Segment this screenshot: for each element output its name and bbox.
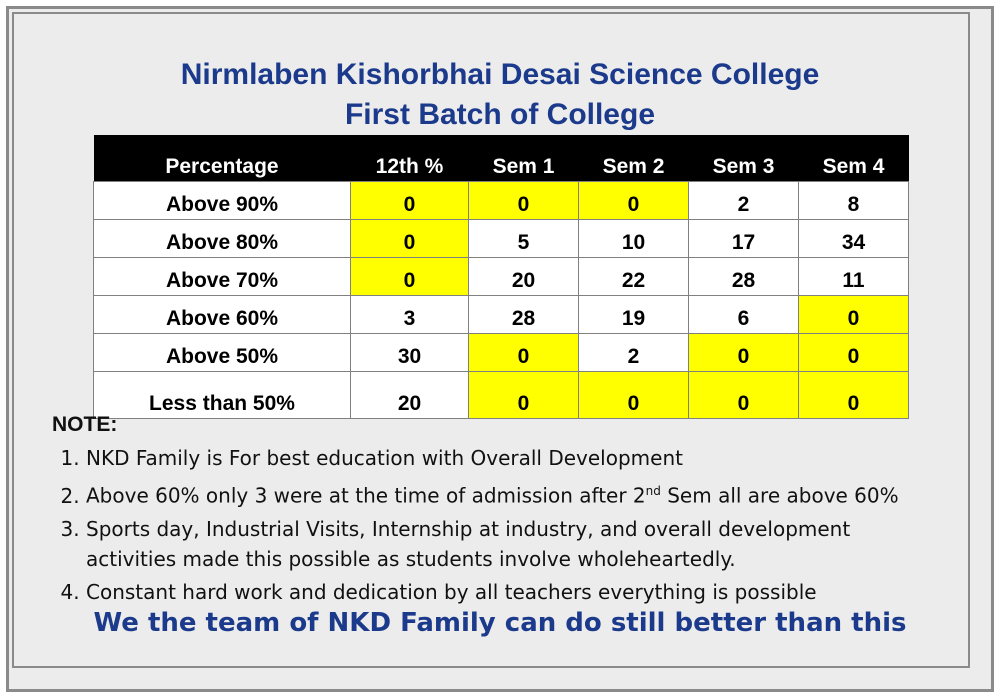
header-sem4: Sem 4 (798, 135, 909, 182)
table-cell: 6 (688, 295, 799, 334)
row-label: Above 90% (93, 181, 351, 220)
header-sem2: Sem 2 (578, 135, 689, 182)
table-cell: 11 (798, 257, 909, 296)
note-2-text-before: Above 60% only 3 were at the time of adm… (86, 483, 646, 508)
table-cell: 8 (798, 181, 909, 220)
header-sem3: Sem 3 (688, 135, 799, 182)
table-cell: 34 (798, 219, 909, 258)
table-cell: 28 (688, 257, 799, 296)
table-row: Above 90% 0 0 0 2 8 (93, 181, 909, 220)
row-label: Above 60% (93, 295, 351, 334)
table-row: Above 70% 0 20 22 28 11 (93, 257, 909, 296)
table-cell: 0 (468, 371, 579, 419)
table-cell: 0 (798, 371, 909, 419)
table-cell: 5 (468, 219, 579, 258)
row-label: Above 80% (93, 219, 351, 258)
table-cell: 0 (798, 333, 909, 372)
row-label: Above 70% (93, 257, 351, 296)
table-cell: 19 (578, 295, 689, 334)
table-cell: 0 (798, 295, 909, 334)
row-label: Above 50% (93, 333, 351, 372)
notes-section: NOTE: NKD Family is For best education w… (52, 413, 992, 610)
table-header-row: Percentage 12th % Sem 1 Sem 2 Sem 3 Sem … (93, 135, 909, 182)
table-cell: 0 (688, 333, 799, 372)
table-row: Less than 50% 20 0 0 0 0 (93, 371, 909, 419)
table-row: Above 80% 0 5 10 17 34 (93, 219, 909, 258)
table-cell: 10 (578, 219, 689, 258)
note-item-2: Above 60% only 3 were at the time of adm… (86, 476, 992, 511)
note-1-text: NKD Family is For best education with Ov… (86, 446, 683, 470)
header-sem1: Sem 1 (468, 135, 579, 182)
table-cell: 0 (350, 257, 469, 296)
table-cell: 30 (350, 333, 469, 372)
header-12th: 12th % (350, 135, 469, 182)
note-item-1: NKD Family is For best education with Ov… (86, 443, 992, 473)
table-cell: 22 (578, 257, 689, 296)
table-cell: 0 (578, 371, 689, 419)
table-cell: 2 (578, 333, 689, 372)
note-item-3: Sports day, Industrial Visits, Internshi… (86, 514, 992, 574)
batch-subtitle: First Batch of College (344, 98, 656, 131)
notes-heading: NOTE: (52, 413, 118, 436)
table-cell: 3 (350, 295, 469, 334)
table-cell: 0 (578, 181, 689, 220)
note-2-text-after: Sem all are above 60% (660, 483, 899, 508)
table-row: Above 60% 3 28 19 6 0 (93, 295, 909, 334)
college-title: Nirmlaben Kishorbhai Desai Science Colle… (180, 58, 820, 91)
table-cell: 0 (350, 219, 469, 258)
table-cell: 0 (468, 181, 579, 220)
table-cell: 20 (350, 371, 469, 419)
table-cell: 0 (468, 333, 579, 372)
row-label: Less than 50% (93, 371, 351, 419)
note-3-line-2: activities made this possible as student… (86, 546, 736, 571)
notes-list: NKD Family is For best education with Ov… (52, 443, 992, 607)
table-row: Above 50% 30 0 2 0 0 (93, 333, 909, 372)
note-item-4: Constant hard work and dedication by all… (86, 577, 992, 607)
footer-slogan: We the team of NKD Family can do still b… (93, 608, 907, 638)
table-cell: 2 (688, 181, 799, 220)
table-cell: 20 (468, 257, 579, 296)
table-cell: 17 (688, 219, 799, 258)
table-cell: 28 (468, 295, 579, 334)
note-2-superscript: nd (645, 484, 661, 498)
note-3-line-1: Sports day, Industrial Visits, Internshi… (86, 516, 851, 541)
results-table: Percentage 12th % Sem 1 Sem 2 Sem 3 Sem … (93, 135, 909, 419)
note-4-text: Constant hard work and dedication by all… (86, 579, 817, 604)
table-cell: 0 (350, 181, 469, 220)
table-cell: 0 (688, 371, 799, 419)
header-percentage: Percentage (93, 135, 351, 182)
